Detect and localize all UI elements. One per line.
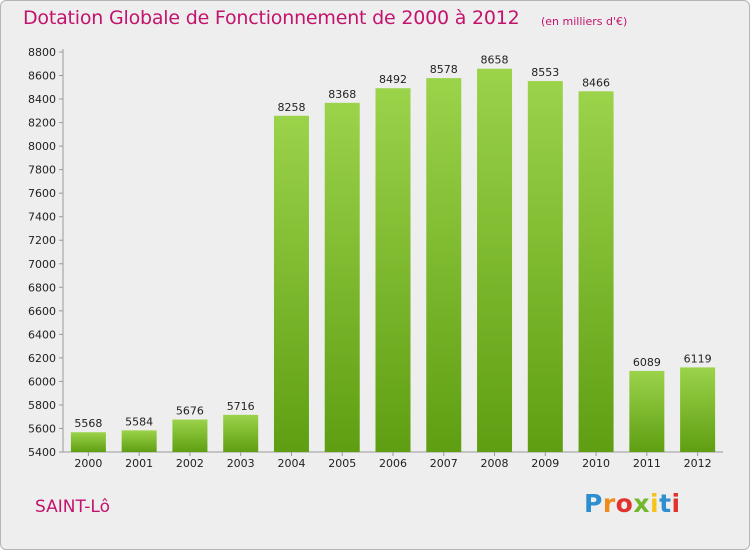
y-tick-label: 8800 xyxy=(28,46,56,59)
value-label-2011: 6089 xyxy=(633,356,661,369)
logo-letter: i xyxy=(671,489,681,518)
value-label-2002: 5676 xyxy=(176,405,204,418)
value-label-2012: 6119 xyxy=(684,352,712,365)
x-tick-label-2010: 2010 xyxy=(582,457,610,470)
x-tick-label-2003: 2003 xyxy=(227,457,255,470)
value-label-2003: 5716 xyxy=(227,400,255,413)
y-tick-label: 7600 xyxy=(28,187,56,200)
bar-2006 xyxy=(375,88,411,452)
y-tick-label: 7200 xyxy=(28,234,56,247)
y-tick-label: 6600 xyxy=(28,305,56,318)
value-label-2000: 5568 xyxy=(74,417,102,430)
y-tick-label: 6000 xyxy=(28,375,56,388)
x-tick-label-2004: 2004 xyxy=(277,457,305,470)
y-axis: 5400 5600 5800 6000 6200 6400 6600 6800 7000 7200… xyxy=(28,46,63,459)
x-tick-label-2011: 2011 xyxy=(633,457,661,470)
x-tick-label-2005: 2005 xyxy=(328,457,356,470)
logo-letter: P xyxy=(584,489,603,518)
bar-2008 xyxy=(477,68,513,453)
y-tick-label: 6800 xyxy=(28,281,56,294)
proxiti-logo: Proxiti xyxy=(584,489,681,518)
value-label-2001: 5584 xyxy=(125,415,153,428)
y-tick-label: 7800 xyxy=(28,164,56,177)
bar-2004 xyxy=(273,115,309,452)
bar-2001 xyxy=(121,430,157,452)
y-tick-label: 6200 xyxy=(28,352,56,365)
x-tick-label-2007: 2007 xyxy=(430,457,458,470)
chart-subtitle: (en milliers d'€) xyxy=(541,15,628,28)
value-label-2004: 8258 xyxy=(277,101,305,114)
bar-2000 xyxy=(70,432,106,452)
y-tick-label: 7000 xyxy=(28,258,56,271)
value-label-2009: 8553 xyxy=(531,66,559,79)
y-tick-label: 5800 xyxy=(28,399,56,412)
y-tick-label: 6400 xyxy=(28,328,56,341)
bar-2010 xyxy=(578,91,614,452)
y-tick-label: 8400 xyxy=(28,93,56,106)
logo-letter: i xyxy=(650,489,660,518)
bar-2012 xyxy=(680,367,716,452)
bar-2003 xyxy=(223,414,259,452)
x-tick-label-2000: 2000 xyxy=(74,457,102,470)
value-label-2007: 8578 xyxy=(430,63,458,76)
x-axis: 2000 2001 2002 2003 2004 2005 2006 2007 2008 2009… xyxy=(74,452,712,470)
value-label-2005: 8368 xyxy=(328,88,356,101)
y-tick-label: 8200 xyxy=(28,117,56,130)
x-tick-label-2006: 2006 xyxy=(379,457,407,470)
y-tick-label: 5400 xyxy=(28,446,56,459)
x-tick-label-2012: 2012 xyxy=(684,457,712,470)
bar-2007 xyxy=(426,78,462,452)
logo-letter: x xyxy=(633,489,650,518)
y-tick-label: 5600 xyxy=(28,422,56,435)
y-tick-label: 7400 xyxy=(28,211,56,224)
value-label-2010: 8466 xyxy=(582,76,610,89)
x-tick-label-2009: 2009 xyxy=(531,457,559,470)
bar-2002 xyxy=(172,419,208,452)
x-tick-label-2002: 2002 xyxy=(176,457,204,470)
y-tick-label: 8600 xyxy=(28,70,56,83)
logo-letter: r xyxy=(602,489,616,518)
chart-title: Dotation Globale de Fonctionnement de 20… xyxy=(23,7,520,29)
city-name: SAINT-Lô xyxy=(35,497,110,517)
bar-2011 xyxy=(629,370,665,452)
logo-letter: t xyxy=(659,489,672,518)
bars-group: 5568 5584 5676 5716 8258 8368 8492 8578 8658 8553… xyxy=(70,54,716,453)
logo-letter: o xyxy=(615,489,634,518)
bar-2009 xyxy=(527,81,563,452)
x-tick-label-2001: 2001 xyxy=(125,457,153,470)
bar-2005 xyxy=(324,102,360,452)
value-label-2008: 8658 xyxy=(481,54,509,67)
x-tick-label-2008: 2008 xyxy=(481,457,509,470)
y-tick-label: 8000 xyxy=(28,140,56,153)
value-label-2006: 8492 xyxy=(379,73,407,86)
